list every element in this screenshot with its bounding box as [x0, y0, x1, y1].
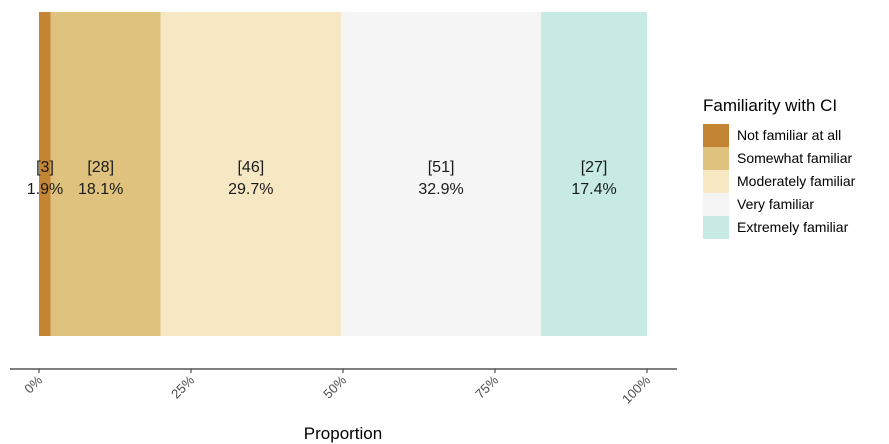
legend-label-not-familiar-at-all: Not familiar at all [737, 127, 841, 143]
x-tick-label-50pct: 50% [320, 372, 349, 401]
legend-swatch-very-familiar [703, 193, 729, 216]
legend-items: Not familiar at all Somewhat familiar Mode… [703, 124, 856, 239]
count-label-extremely-familiar: [27] [581, 159, 608, 176]
legend-swatch-not-familiar-at-all [703, 124, 729, 147]
x-axis: 0% 25% 50% 75% 100% [10, 368, 677, 407]
legend-label-moderately-familiar: Moderately familiar [737, 173, 856, 189]
count-label-very-familiar: [51] [428, 159, 455, 176]
percent-label-not-familiar-at-all: 1.9% [27, 181, 63, 198]
x-tick-label-100pct: 100% [619, 372, 653, 406]
percent-label-very-familiar: 32.9% [418, 181, 463, 198]
legend-label-extremely-familiar: Extremely familiar [737, 219, 849, 235]
legend: Familiarity with CI Not familiar at all S… [703, 96, 856, 239]
x-axis-title: Proportion [304, 424, 382, 443]
legend-label-somewhat-familiar: Somewhat familiar [737, 150, 852, 166]
count-label-moderately-familiar: [46] [237, 159, 264, 176]
percent-label-somewhat-familiar: 18.1% [78, 181, 123, 198]
bar-segment-extremely-familiar [541, 12, 647, 336]
x-axis-ticks: 0% 25% 50% 75% 100% [21, 369, 653, 407]
legend-swatch-extremely-familiar [703, 216, 729, 239]
segment-labels: [3] 1.9% [28] 18.1% [46] 29.7% [51] 32.9% [27] 17… [27, 159, 617, 198]
count-label-somewhat-familiar: [28] [87, 159, 114, 176]
bar-segments [39, 12, 647, 336]
x-tick-label-0pct: 0% [21, 372, 45, 396]
bar-segment-very-familiar [341, 12, 542, 336]
bar-segment-somewhat-familiar [50, 12, 161, 336]
bar-segment-not-familiar-at-all [39, 12, 51, 336]
count-label-not-familiar-at-all: [3] [36, 159, 54, 176]
bar-segment-moderately-familiar [160, 12, 342, 336]
legend-title: Familiarity with CI [703, 96, 837, 115]
legend-label-very-familiar: Very familiar [737, 196, 814, 212]
percent-label-moderately-familiar: 29.7% [228, 181, 273, 198]
percent-label-extremely-familiar: 17.4% [571, 181, 616, 198]
legend-swatch-somewhat-familiar [703, 147, 729, 170]
legend-swatch-moderately-familiar [703, 170, 729, 193]
x-tick-label-25pct: 25% [168, 372, 197, 401]
x-tick-label-75pct: 75% [472, 372, 501, 401]
